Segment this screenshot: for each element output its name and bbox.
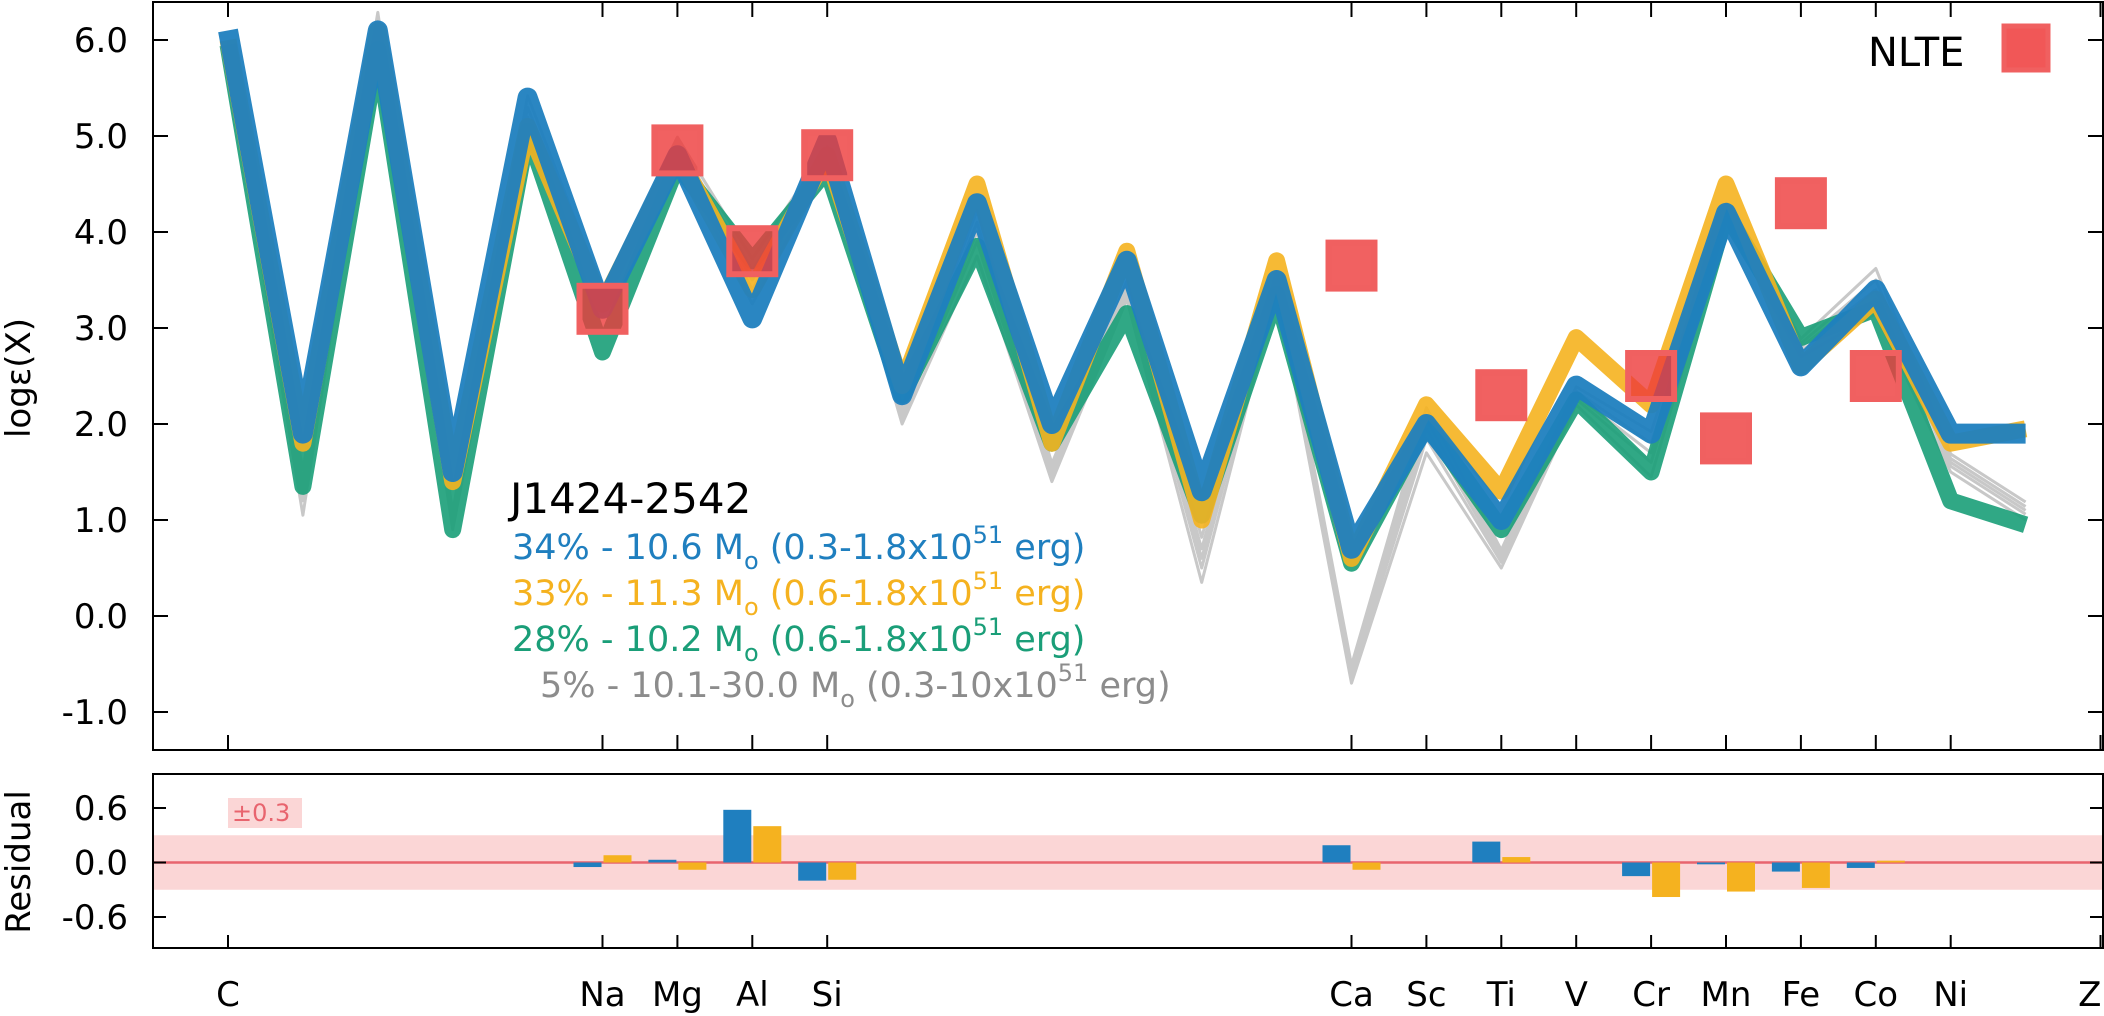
legend-entry: 28% - 10.2 Mo (0.6-1.8x1051 erg): [512, 613, 1085, 667]
xtick-label: Na: [579, 975, 625, 1015]
series-line-grey: [226, 28, 2027, 685]
nlte-point: [1774, 177, 1827, 230]
residual-bar-blue: [1771, 862, 1800, 872]
series-line-blue: [218, 20, 2026, 559]
nlte-point: [651, 124, 704, 177]
residual-bar-blue: [723, 809, 752, 863]
series-line-grey: [226, 10, 2027, 667]
band-label-bg: [228, 798, 302, 828]
top-y-axis: 6.0 5.0 4.0 3.0 2.0 1.0 0.0 -1.0: [62, 2, 2103, 750]
residual-bar-blue: [798, 862, 827, 881]
residual-bar-yellow: [1502, 857, 1531, 863]
nlte-point: [1625, 350, 1678, 402]
bottom-ytick-label: 0.0: [74, 844, 128, 884]
band-label: ±0.3: [232, 799, 290, 827]
top-y-axis-label: logε(X): [0, 318, 39, 438]
nlte-markers: [576, 124, 1902, 465]
residual-bar-yellow: [1876, 860, 1905, 863]
nlte-point: [1849, 350, 1902, 402]
residual-bar-yellow: [678, 862, 707, 870]
residual-bar-yellow: [1352, 862, 1381, 870]
top-ytick-label: 6.0: [74, 21, 128, 61]
bottom-y-axis-label: Residual: [0, 790, 39, 934]
nlte-legend-label: NLTE: [1868, 30, 1964, 76]
nlte-point: [1325, 239, 1378, 292]
residual-bar-blue: [573, 862, 602, 868]
xtick-label: C: [216, 975, 240, 1015]
top-ytick-label: 0.0: [74, 597, 128, 637]
residual-bar-yellow: [1727, 862, 1755, 892]
xtick-label: Co: [1854, 975, 1899, 1015]
residual-bar-blue: [1622, 862, 1651, 877]
nlte-point: [576, 282, 629, 335]
xtick-label: Mn: [1701, 975, 1752, 1015]
top-ytick-label: -1.0: [62, 693, 128, 733]
top-ytick-label: 3.0: [74, 309, 128, 349]
legend-entry: 5% - 10.1-30.0 Mo (0.3-10x1051 erg): [540, 659, 1171, 713]
nlte-point: [726, 225, 779, 278]
bottom-ytick-label: 0.6: [74, 789, 128, 829]
xtick-label: Fe: [1782, 975, 1821, 1015]
series-line-grey: [226, 23, 2027, 679]
xtick-label: Si: [812, 975, 843, 1015]
residual-bar-yellow: [753, 826, 782, 863]
top-panel-frame: [152, 1, 2104, 751]
xtick-label: Ca: [1329, 975, 1374, 1015]
xtick-label: V: [1565, 975, 1588, 1015]
residual-bar-blue: [648, 859, 677, 863]
series-line-grey: [226, 19, 2027, 676]
nlte-legend: NLTE: [1868, 23, 2051, 76]
residual-bar-blue: [1846, 862, 1875, 868]
top-ytick-label: 1.0: [74, 501, 128, 541]
xtick-label: Ti: [1486, 975, 1516, 1015]
residual-bars: [573, 809, 1905, 898]
residual-bar-yellow: [603, 855, 632, 863]
residual-bar-blue: [1322, 845, 1351, 863]
legend-title: J1424-2542: [507, 474, 751, 523]
xtick-label: Cr: [1632, 975, 1670, 1015]
top-ytick-label: 4.0: [74, 213, 128, 253]
xtick-label: Sc: [1406, 975, 1446, 1015]
bottom-ytick-label: -0.6: [62, 898, 128, 938]
xtick-label: Zn: [2078, 975, 2104, 1015]
xtick-label: Al: [736, 975, 769, 1015]
nlte-point: [1475, 369, 1528, 422]
x-axis: C Na Mg Al Si Ca Sc Ti V Cr Mn Fe Co Ni Zn: [216, 935, 2104, 1015]
legend: J1424-2542 34% - 10.6 Mo (0.3-1.8x1051 e…: [507, 474, 1171, 713]
residual-bar-yellow: [828, 862, 857, 880]
legend-entry: 34% - 10.6 Mo (0.3-1.8x1051 erg): [512, 521, 1085, 575]
top-ytick-label: 5.0: [74, 117, 128, 157]
nlte-point: [801, 129, 854, 182]
bottom-y-axis: 0.6 0.0 -0.6: [62, 789, 2103, 938]
nlte-legend-marker: [2001, 23, 2051, 73]
legend-entry: 33% - 11.3 Mo (0.6-1.8x1051 erg): [512, 567, 1085, 621]
residual-bar-blue: [1472, 841, 1501, 863]
top-ytick-label: 2.0: [74, 405, 128, 445]
xtick-label: Mg: [652, 975, 703, 1015]
xtick-label: Ni: [1933, 975, 1968, 1015]
series-line-grey: [226, 15, 2027, 672]
bottom-panel-frame: [152, 773, 2104, 949]
residual-bar-blue: [1697, 862, 1725, 865]
residual-bar-yellow: [1652, 862, 1681, 898]
residual-bar-yellow: [1801, 862, 1830, 888]
nlte-point: [1700, 412, 1752, 465]
model-lines: [218, 10, 2029, 685]
